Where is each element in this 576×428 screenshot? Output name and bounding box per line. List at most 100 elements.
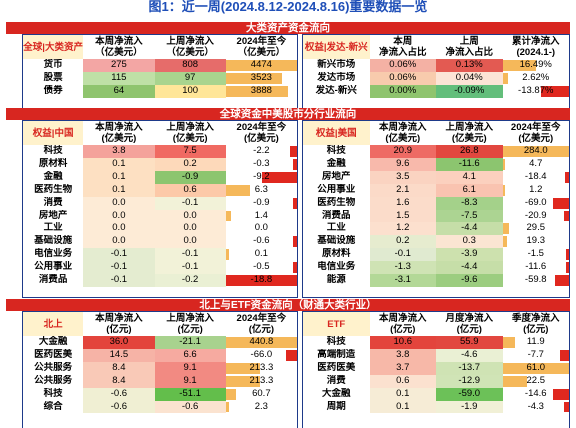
- table-row: 房地产 3.5 4.1 -18.4: [303, 170, 569, 184]
- value-cell: -0.6: [226, 235, 297, 248]
- databar: [289, 146, 297, 157]
- databar: [502, 158, 506, 170]
- databar-cell: 22.5: [502, 374, 570, 388]
- row-label: 大金融: [38, 336, 68, 347]
- value-cell: 36.0: [83, 336, 155, 349]
- value-cell: -0.3: [226, 158, 297, 171]
- value-cell: -9.6: [436, 274, 503, 287]
- value-cell: 0.0: [83, 235, 155, 249]
- cell-value: -69.0: [524, 196, 547, 208]
- databar: [502, 146, 569, 157]
- table-row: 发达市场 0.06% 0.04% 2.62%: [303, 71, 570, 85]
- value-cell: 14.5: [83, 348, 155, 362]
- cell-value: 1.4: [254, 209, 268, 221]
- value-cell: 0.2: [369, 235, 436, 249]
- row-label: 原材料: [38, 157, 68, 169]
- value-cell: -0.2: [154, 274, 226, 287]
- value-cell: -2.2: [226, 145, 297, 158]
- row-label: 基础设施: [317, 235, 356, 247]
- databar-cell: 4474: [225, 59, 297, 72]
- value-cell: 0.3: [436, 235, 503, 249]
- value-cell: 1.4: [225, 209, 297, 223]
- column-header: 权益|美国: [303, 121, 370, 145]
- row-label: 公共服务: [34, 374, 73, 386]
- value-cell: -0.9: [226, 197, 297, 210]
- value-cell: -9.2: [226, 171, 297, 184]
- value-cell: -59.0: [436, 387, 503, 401]
- value-cell: 0.0: [154, 235, 226, 249]
- header-row: 权益|中国 本周净流入 (亿美元) 上周净流入 (亿美元) 2024年至今 (亿美元): [23, 121, 297, 145]
- value-cell: 0.04%: [436, 71, 503, 85]
- value-cell: 20.9: [369, 145, 436, 158]
- value-cell: 4.7: [502, 158, 570, 171]
- databar-cell: 2.62%: [502, 72, 570, 85]
- cell-value: 16.49%: [519, 59, 552, 70]
- value-cell: 100: [154, 84, 226, 98]
- row-label: 科技: [43, 145, 63, 156]
- value-cell: -0.1: [83, 261, 155, 275]
- value-cell: -0.1: [83, 248, 155, 262]
- databar-cell: 19.3: [502, 235, 570, 248]
- value-cell: 0.1: [369, 387, 436, 401]
- databar: [564, 210, 569, 222]
- cell-value: 2.3: [254, 400, 268, 412]
- value-cell: -59.8: [503, 274, 569, 287]
- column-header: 季度净流入 (亿元): [511, 313, 560, 335]
- section3-left-panel: 北上 本周净流入 (亿元) 上周净流入 (亿元) 2024年至今 (亿元) 大金融 36.…: [22, 311, 298, 428]
- value-cell: 3523: [225, 72, 297, 85]
- databar: [286, 349, 297, 361]
- databar-cell: -9.2: [226, 171, 297, 184]
- header-row: 全球|大类资产 本周净流入 （亿美元） 上周净流入 （亿美元） 2024年至今 （亿美…: [23, 35, 297, 59]
- section2-right-panel: 权益|美国 本周净流入 (亿美元) 上周净流入 (亿美元) 2024年至今 (亿美元)…: [302, 120, 570, 298]
- value-cell: -0.09%: [436, 84, 503, 98]
- cell-value: -0.9: [253, 196, 270, 208]
- cell-value: -1.5: [527, 248, 544, 260]
- table-row: 科技 20.9 26.8 284.0: [303, 145, 569, 158]
- table-row: 新兴市场 0.06% 0.13% 16.49%: [303, 59, 569, 72]
- value-cell: 64: [83, 84, 155, 98]
- value-cell: 115: [83, 71, 155, 85]
- value-cell: -18.8: [225, 274, 297, 287]
- header-row: 权益|发达-新兴 本周 净流入占比 上周 净流入占比 累计净流入 (2024.1-): [303, 35, 569, 59]
- value-cell: -18.4: [503, 171, 569, 184]
- row-label: 新兴市场: [317, 59, 356, 70]
- value-cell: 0.0: [83, 196, 155, 210]
- databar-cell: -59.8: [503, 274, 569, 287]
- table-row: 科技 10.6 55.9 11.9: [303, 336, 569, 349]
- databar-cell: -2.2: [226, 145, 297, 158]
- cell-value: -9.2: [253, 170, 270, 182]
- value-cell: 0.1: [83, 183, 155, 197]
- databar: [225, 184, 250, 196]
- databar: [225, 210, 231, 222]
- value-cell: 1.5: [369, 209, 436, 223]
- row-label: 发达市场: [317, 71, 356, 83]
- cell-value: 22.5: [526, 374, 546, 386]
- databar: [541, 85, 569, 97]
- value-cell: 3.5: [369, 170, 436, 184]
- value-cell: 0.1: [83, 170, 155, 184]
- value-cell: -12.9: [436, 374, 503, 388]
- row-label: 股票: [43, 71, 63, 83]
- row-label: 原材料: [321, 248, 351, 260]
- databar: [564, 401, 569, 413]
- databar-cell: -18.4: [503, 171, 569, 184]
- databar: [555, 275, 569, 286]
- value-cell: 2.1: [369, 183, 436, 197]
- row-label: 医药生物: [34, 183, 73, 195]
- databar: [502, 337, 516, 348]
- value-cell: 19.3: [502, 235, 570, 248]
- databar-cell: 3523: [225, 72, 297, 85]
- databar-cell: 284.0: [502, 145, 569, 158]
- cell-value: 213.3: [249, 361, 274, 373]
- databar-cell: -1.5: [503, 248, 569, 261]
- column-header: 本周净流入 (亿元): [378, 313, 427, 335]
- databar: [225, 85, 288, 97]
- value-cell: 22.5: [502, 374, 570, 388]
- databar: [225, 362, 260, 374]
- row-label: 金融: [43, 170, 63, 182]
- table-row: 消费品 1.5 -7.5 -20.9: [303, 209, 569, 223]
- databar: [502, 60, 536, 71]
- section3-right-table: ETF 本周净流入 (亿元) 月度净流入 (亿元) 季度净流入 (亿元) 科技 10.6 5…: [303, 312, 570, 414]
- cell-value: -59.8: [524, 274, 547, 286]
- section1-bar: 大类资产资金流向: [6, 22, 570, 34]
